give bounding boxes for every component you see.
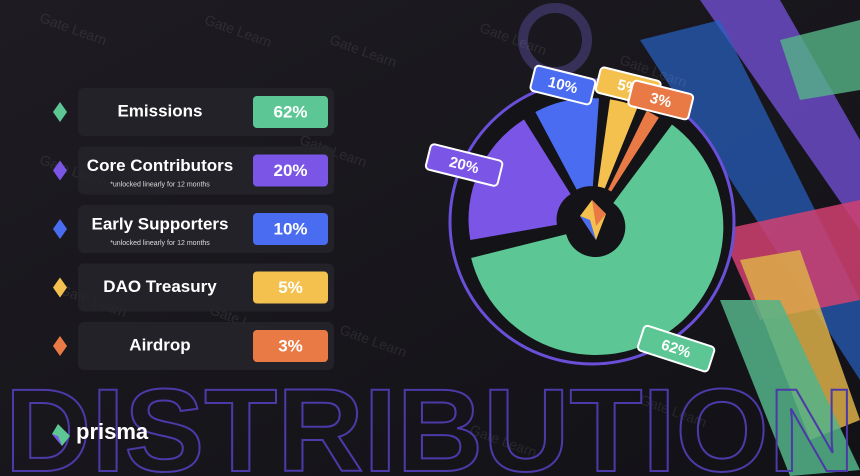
- slice-tag: 10%: [529, 64, 597, 106]
- decor: [518, 0, 860, 476]
- slice-tag-bg: [636, 324, 716, 373]
- category-label: Early Supporters: [92, 214, 229, 233]
- chart-title: DISTRIBUTION: [5, 365, 855, 476]
- pie-slice: [597, 99, 638, 189]
- pie-slice: [535, 98, 599, 190]
- value-badge-label: 5%: [278, 278, 303, 297]
- value-badge-label: 3%: [278, 336, 303, 355]
- category-note: *unlocked linearly for 12 months: [110, 240, 210, 247]
- category-label: Emissions: [117, 101, 202, 120]
- row-icon: [53, 102, 67, 122]
- slice-label: 10%: [546, 74, 579, 98]
- pie-slice: [468, 119, 571, 241]
- slice-tag: 20%: [424, 143, 504, 187]
- category-note: *unlocked linearly for 12 months: [110, 181, 210, 188]
- brand-logo: [52, 424, 70, 446]
- row-icon: [53, 160, 67, 181]
- pie: 20%10% 5%3%62%: [424, 64, 724, 373]
- category-label: Airdrop: [129, 335, 190, 354]
- category-label: DAO Treasury: [103, 277, 217, 296]
- pie-slice: [608, 110, 659, 192]
- slice-tag-bg: [529, 64, 597, 106]
- category-label: Core Contributors: [87, 156, 233, 175]
- slice-tag: 3%: [627, 79, 695, 121]
- slice-label: 20%: [447, 154, 480, 178]
- value-badge: [253, 271, 328, 304]
- slice-label: 3%: [648, 90, 673, 112]
- value-badge: [253, 330, 328, 362]
- pie-slice: [471, 124, 724, 355]
- slice-tag-bg: [627, 79, 695, 121]
- value-badge-label: 10%: [273, 219, 307, 238]
- row-icon: [53, 219, 67, 239]
- value-badge: [253, 213, 328, 245]
- center-logo: [580, 200, 606, 240]
- value-badge-label: 20%: [273, 161, 307, 180]
- slice-tag: 62%: [636, 324, 716, 373]
- row-icon: [53, 277, 67, 298]
- value-badge: [253, 154, 328, 187]
- brand: prisma: [76, 419, 149, 444]
- value-badge-label: 62%: [273, 102, 307, 121]
- legend-list: Emissions 62% Core Contributors *unlocked l…: [53, 88, 334, 370]
- value-badge: [253, 96, 328, 128]
- slice-tag-bg: [424, 143, 504, 187]
- row-icon: [53, 336, 67, 356]
